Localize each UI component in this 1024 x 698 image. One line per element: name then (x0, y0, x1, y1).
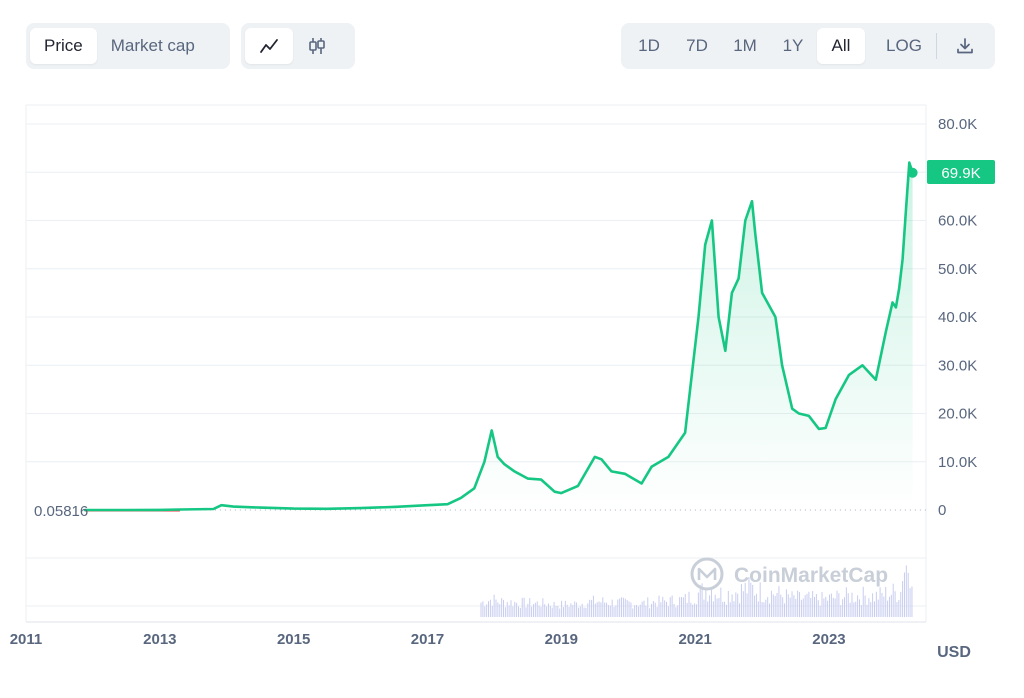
download-button[interactable] (943, 28, 987, 64)
x-tick-label: 2023 (812, 631, 845, 648)
current-price-dot (907, 167, 918, 178)
watermark: CoinMarketCap (690, 557, 888, 591)
range-1d-button[interactable]: 1D (638, 36, 660, 55)
y-tick-label: 60.0K (938, 213, 977, 230)
candlestick-chart-icon (309, 38, 325, 54)
tab-market-cap[interactable]: Market cap (110, 36, 195, 55)
chart-frame (25, 104, 927, 623)
start-price-label: 0.05816 (34, 503, 88, 520)
candlestick-chart-button[interactable] (293, 28, 341, 64)
download-icon (957, 38, 973, 54)
current-price-label: 69.9K (941, 165, 980, 182)
x-tick-label: 2013 (143, 631, 176, 648)
y-tick-label: 20.0K (938, 406, 977, 423)
y-tick-label: 70.0K (938, 164, 977, 181)
volume-bars (480, 565, 913, 617)
range-1m-button[interactable]: 1M (733, 36, 757, 55)
range-all-button[interactable]: All (817, 28, 865, 64)
current-price-badge: 69.9K (927, 160, 995, 184)
x-tick-label: 2015 (277, 631, 310, 648)
metric-tabs: Price Market cap (26, 23, 230, 69)
x-tick-label: 2011 (10, 631, 43, 648)
watermark-text: CoinMarketCap (734, 564, 888, 587)
range-separator (871, 33, 872, 59)
chart-grid (26, 123, 926, 463)
range-selector: 1D 7D 1M 1Y All LOG (621, 23, 995, 69)
range-7d-button[interactable]: 7D (686, 36, 708, 55)
x-axis-labels: 2011 2013 2015 2017 2019 2021 2023 (10, 631, 846, 648)
y-tick-label: 50.0K (938, 261, 977, 278)
y-tick-label: 40.0K (938, 309, 977, 326)
line-chart-icon (260, 39, 278, 53)
price-line (83, 161, 914, 512)
line-chart-button[interactable] (245, 28, 293, 64)
x-tick-label: 2019 (545, 631, 578, 648)
y-tick-label: 30.0K (938, 357, 977, 374)
start-price-label-group: 0.05816 (34, 503, 88, 520)
x-tick-label: 2021 (678, 631, 711, 648)
x-tick-label: 2017 (411, 631, 444, 648)
toolbar-divider (936, 33, 937, 59)
y-tick-label: 0 (938, 502, 946, 519)
y-tick-label: 80.0K (938, 116, 977, 133)
currency-label: USD (937, 644, 971, 661)
tab-price[interactable]: Price (30, 28, 97, 64)
log-scale-button[interactable]: LOG (886, 36, 922, 55)
range-1y-button[interactable]: 1Y (782, 36, 804, 55)
chart-type-toggle (241, 23, 355, 69)
y-axis-labels: 80.0K 70.0K 60.0K 50.0K 40.0K 30.0K 20.0K 10.0K… (938, 116, 977, 519)
y-tick-label: 10.0K (938, 454, 977, 471)
price-area (84, 162, 913, 510)
